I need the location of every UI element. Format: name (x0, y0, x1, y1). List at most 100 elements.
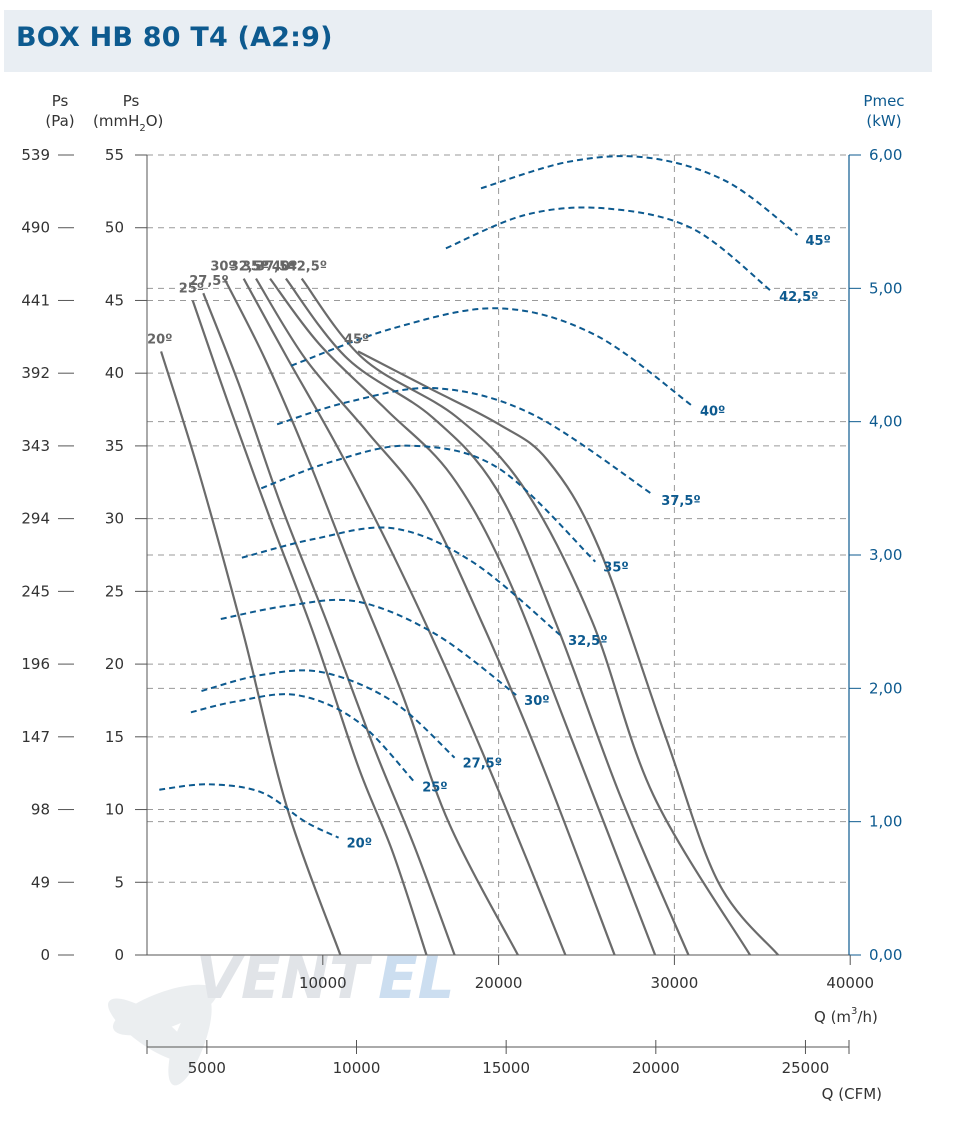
mm-tick-label: 50 (105, 219, 124, 237)
mm-axis-label-end: O) (146, 112, 164, 130)
pressure-curve-label: 37,5º (256, 260, 295, 275)
cfm-tick-label: 15000 (482, 1059, 530, 1077)
mm-tick-label: 5 (114, 873, 124, 891)
pressure-curve-4 (242, 278, 567, 956)
mm-tick-label: 15 (105, 728, 124, 746)
ventel-watermark: VENT EL (108, 944, 455, 1086)
power-curve-8 (445, 206, 772, 292)
power-curve-label: 25º (422, 781, 447, 796)
kw-axis-label-1: Pmec (863, 92, 904, 110)
kw-tick-label: 1,00 (869, 813, 902, 831)
pa-tick-label: 294 (21, 510, 50, 528)
pressure-curve-label: 27,5º (189, 274, 228, 289)
power-curve-4 (241, 526, 561, 636)
mm-tick-label: 25 (105, 582, 124, 600)
pressure-curve-7 (285, 277, 690, 956)
mm-tick-label: 20 (105, 655, 124, 673)
power-curve-1 (190, 693, 415, 783)
kw-tick-label: 6,00 (869, 146, 902, 164)
power-curve-7 (290, 307, 693, 407)
power-curve-label: 37,5º (661, 494, 700, 509)
pa-tick-label: 441 (21, 291, 50, 309)
mm-tick-label: 55 (105, 146, 124, 164)
power-curve-label: 20º (347, 837, 372, 852)
kw-tick-label: 5,00 (869, 279, 902, 297)
title-bar: BOX HB 80 T4 (A2:9) (4, 10, 932, 72)
pa-tick-label: 245 (21, 582, 50, 600)
pa-tick-label: 490 (21, 219, 50, 237)
cfm-axis-label: Q (CFM) (822, 1085, 882, 1103)
power-curve-label: 32,5º (568, 634, 607, 649)
cfm-tick-label: 5000 (188, 1059, 226, 1077)
pressure-curve-label: 40º (272, 260, 297, 275)
pressure-curve-label: 45º (344, 332, 369, 347)
pa-axis-label-1: Ps (52, 92, 69, 110)
pressure-curve-3 (223, 278, 519, 956)
watermark-text-b: EL (378, 944, 455, 1012)
pa-tick-label: 49 (31, 873, 50, 891)
pressure-curves (160, 277, 779, 956)
mm-axis-label-2: (mmH2O) (93, 112, 163, 134)
pressure-curve-8 (300, 277, 751, 956)
power-curve-label: 27,5º (463, 757, 502, 772)
power-curve-6 (276, 386, 654, 496)
mm-tick-label: 0 (114, 946, 124, 964)
mm-tick-label: 30 (105, 510, 124, 528)
kw-tick-label: 3,00 (869, 546, 902, 564)
pressure-curve-9 (357, 350, 779, 956)
power-curve-label: 42,5º (779, 290, 818, 305)
mm-axis-label-unit: (mmH (93, 112, 139, 130)
power-curve-label: 35º (603, 561, 628, 576)
power-curve-5 (260, 444, 596, 563)
mm-axis-label-sub: 2 (139, 123, 145, 134)
power-curve-0 (159, 783, 340, 839)
power-curve-2 (201, 669, 456, 759)
pressure-curve-1 (191, 300, 428, 956)
m3h-axis-label: Q (m3/h) (814, 1006, 878, 1026)
kw-tick-label: 4,00 (869, 413, 902, 431)
pa-tick-label: 147 (21, 728, 50, 746)
axes: Ps (Pa) Ps (mmH2O) Pmec (kW) Q (m3/h) Q … (21, 92, 904, 1103)
power-curve-label: 30º (524, 694, 549, 709)
pa-tick-label: 0 (40, 946, 50, 964)
pa-tick-label: 98 (31, 801, 50, 819)
m3h-tick-label: 40000 (826, 974, 874, 992)
pressure-curve-2 (202, 292, 456, 956)
mm-axis-label-1: Ps (123, 92, 140, 110)
pressure-curve-0 (160, 351, 342, 956)
m3h-tick-label: 20000 (475, 974, 523, 992)
pressure-curve-label: 35º (242, 260, 267, 275)
power-curve-3 (220, 598, 517, 696)
kw-tick-label: 0,00 (869, 946, 902, 964)
power-curves (159, 155, 799, 839)
power-curve-9 (480, 155, 799, 236)
power-curve-label: 40º (700, 405, 725, 420)
pa-axis-label-2: (Pa) (45, 112, 74, 130)
pressure-curve-label: 42,5º (288, 260, 327, 275)
mm-tick-label: 10 (105, 801, 124, 819)
pressure-curve-6 (269, 277, 657, 956)
pa-tick-label: 539 (21, 146, 50, 164)
mm-tick-label: 40 (105, 364, 124, 382)
fan-blade-logo-icon (108, 984, 218, 1086)
cfm-tick-label: 10000 (333, 1059, 381, 1077)
power-curve-label: 45º (805, 234, 830, 249)
pressure-curve-label: 20º (147, 332, 172, 347)
chart-title: BOX HB 80 T4 (A2:9) (16, 22, 333, 53)
mm-tick-label: 35 (105, 437, 124, 455)
m3h-axis-label-a: Q (m (814, 1008, 851, 1026)
m3h-axis-label-sup: 3 (851, 1006, 857, 1017)
pressure-curve-label: 32,5º (230, 260, 269, 275)
pa-tick-label: 343 (21, 437, 50, 455)
pa-tick-label: 392 (21, 364, 50, 382)
mm-tick-label: 45 (105, 291, 124, 309)
pa-tick-label: 196 (21, 655, 50, 673)
pressure-curve-5 (255, 278, 616, 956)
grid (147, 154, 849, 955)
pressure-curve-label: 30º (210, 260, 235, 275)
m3h-tick-label: 30000 (651, 974, 699, 992)
m3h-axis-label-b: /h) (857, 1008, 877, 1026)
m3h-tick-label: 10000 (299, 974, 347, 992)
kw-tick-label: 2,00 (869, 679, 902, 697)
